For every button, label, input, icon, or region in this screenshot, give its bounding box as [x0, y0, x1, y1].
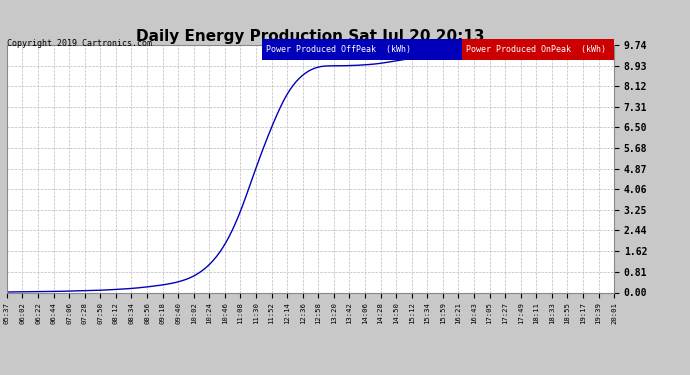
Text: Copyright 2019 Cartronics.com: Copyright 2019 Cartronics.com [7, 39, 152, 48]
Text: Power Produced OffPeak  (kWh): Power Produced OffPeak (kWh) [266, 45, 411, 54]
Title: Daily Energy Production Sat Jul 20 20:13: Daily Energy Production Sat Jul 20 20:13 [136, 29, 485, 44]
Text: Power Produced OnPeak  (kWh): Power Produced OnPeak (kWh) [466, 45, 606, 54]
